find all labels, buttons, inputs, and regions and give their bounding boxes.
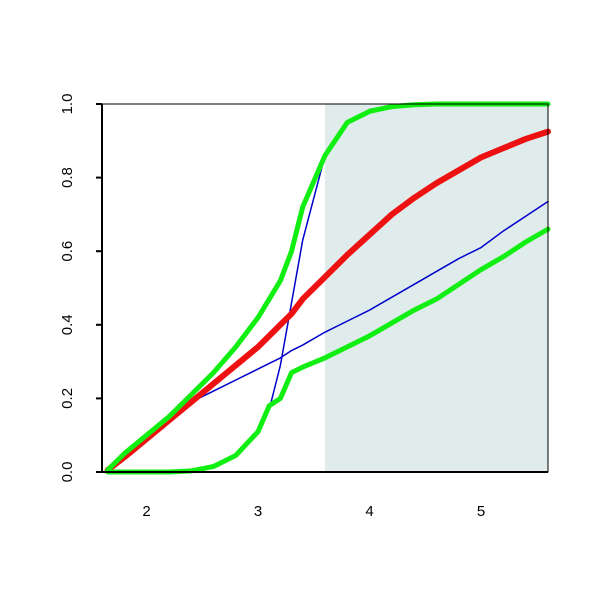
y-tick-label: 0.8 <box>59 167 76 188</box>
x-tick-label: 2 <box>142 503 150 520</box>
x-tick-label: 4 <box>365 503 373 520</box>
y-tick-label: 1.0 <box>59 94 76 115</box>
y-tick-label: 0.4 <box>59 314 76 335</box>
y-tick-label: 0.6 <box>59 241 76 262</box>
x-tick-label: 5 <box>477 503 485 520</box>
line <box>104 128 551 474</box>
y-tick-label: 0.0 <box>59 462 76 483</box>
shaded-region <box>325 104 548 472</box>
x-tick-label: 3 <box>254 503 262 520</box>
y-tick-label: 0.2 <box>59 388 76 409</box>
